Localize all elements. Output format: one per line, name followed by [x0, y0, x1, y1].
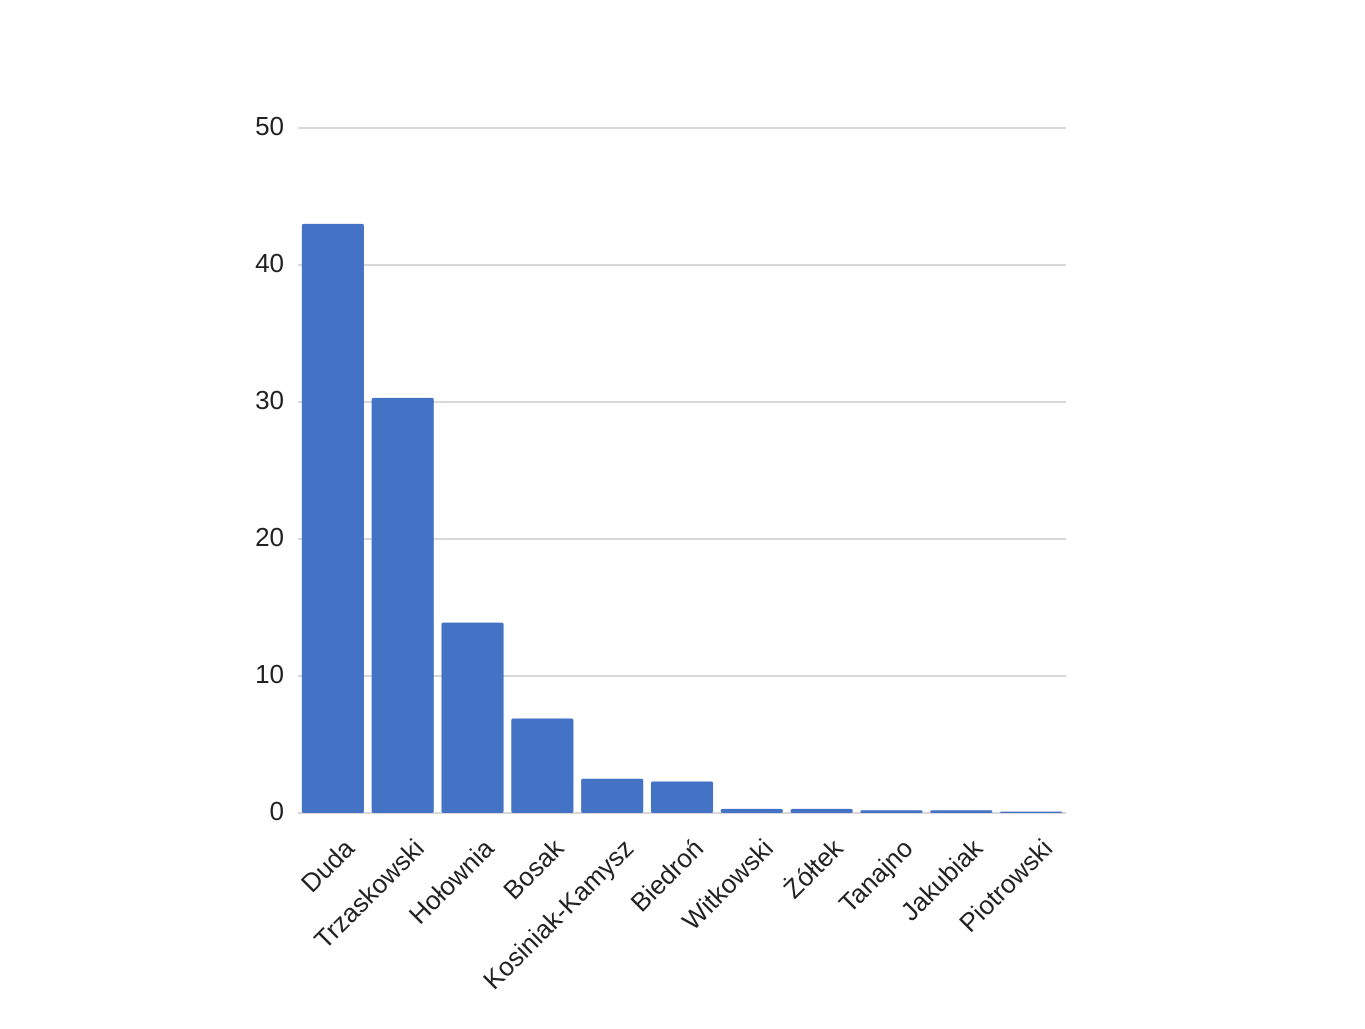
bar — [441, 622, 504, 813]
bar — [1000, 811, 1063, 813]
y-tick-label: 30 — [255, 385, 284, 415]
bar — [511, 718, 574, 813]
y-tick-label: 50 — [255, 111, 284, 141]
bar — [650, 781, 714, 813]
bar — [930, 810, 993, 813]
bar — [790, 808, 853, 813]
y-tick-label: 0 — [270, 796, 284, 826]
bar — [581, 778, 644, 813]
x-tick-label: Duda — [295, 833, 361, 899]
y-tick-label: 10 — [255, 659, 284, 689]
bar — [860, 810, 923, 813]
y-tick-label: 20 — [255, 522, 284, 552]
bar — [371, 397, 434, 813]
y-tick-label: 40 — [255, 248, 284, 278]
bar — [301, 223, 364, 813]
bar — [720, 808, 783, 813]
